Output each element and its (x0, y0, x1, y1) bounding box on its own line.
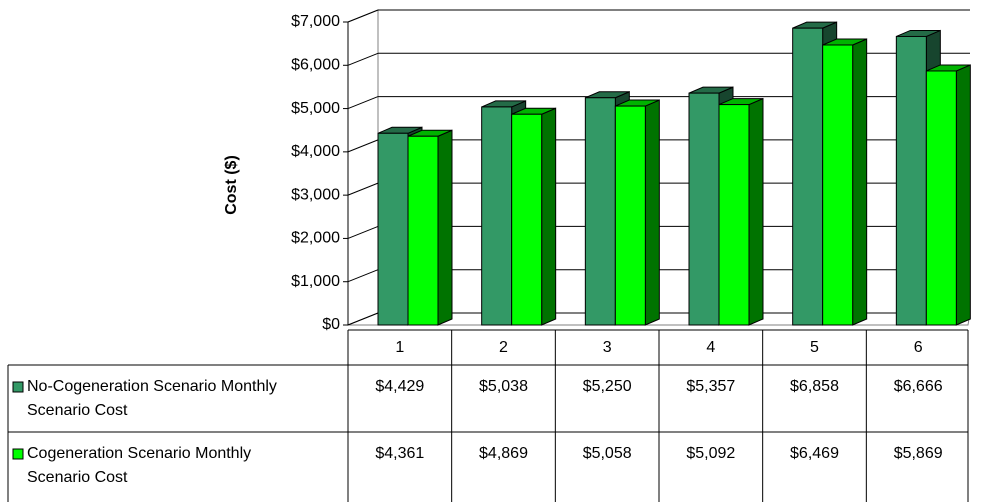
bar (688, 92, 720, 326)
y-tick-label: $0 (322, 316, 340, 333)
bar (377, 132, 409, 326)
side-wall (347, 9, 379, 326)
table-value: $4,429 (375, 378, 424, 395)
y-tick-label: $3,000 (291, 186, 340, 203)
x-tick-label: 5 (810, 339, 819, 356)
bar (407, 135, 439, 326)
x-tick-label: 2 (499, 339, 508, 356)
grid-line-side (347, 139, 379, 153)
bar-side (852, 38, 868, 326)
x-tick-label: 4 (706, 339, 715, 356)
bar (822, 44, 854, 326)
bar (895, 35, 927, 326)
x-tick-label: 6 (914, 339, 923, 356)
bar (511, 113, 543, 326)
y-axis-label: Cost ($) (223, 155, 240, 215)
table-value: $5,092 (686, 445, 735, 462)
y-tick-label: $4,000 (291, 143, 340, 160)
bar-side (748, 97, 764, 326)
legend-key (12, 381, 24, 393)
legend-label: Cogeneration Scenario Monthly Scenario C… (27, 445, 252, 486)
grid-line-side (347, 269, 379, 283)
bar (584, 97, 616, 326)
x-tick-label: 1 (395, 339, 404, 356)
table-value: $5,038 (479, 378, 528, 395)
bar-side (955, 64, 971, 326)
legend-key (12, 448, 24, 460)
bar (614, 105, 646, 326)
table-value: $5,058 (583, 445, 632, 462)
table-value: $6,469 (790, 445, 839, 462)
bar (481, 106, 513, 326)
bar (718, 104, 750, 326)
x-tick-label: 3 (603, 339, 612, 356)
grid-line-side (347, 9, 379, 23)
y-tick-label: $5,000 (291, 100, 340, 117)
table-value: $4,869 (479, 445, 528, 462)
grid-line-side (347, 225, 379, 239)
grid-line-side (347, 182, 379, 196)
grid-line-side (347, 312, 379, 326)
table-value: $5,250 (583, 378, 632, 395)
y-tick-label: $6,000 (291, 57, 340, 74)
bar (792, 27, 824, 326)
bar-side (437, 129, 453, 326)
grid-line-side (347, 52, 379, 66)
table-value: $5,357 (686, 378, 735, 395)
table-value: $6,858 (790, 378, 839, 395)
bar-side (644, 99, 660, 326)
y-tick-label: $7,000 (291, 13, 340, 30)
table-value: $5,869 (894, 445, 943, 462)
table-value: $6,666 (894, 378, 943, 395)
table-value: $4,361 (375, 445, 424, 462)
legend-label: No-Cogeneration Scenario Monthly Scenari… (27, 378, 277, 419)
y-tick-label: $1,000 (291, 273, 340, 290)
bar (925, 70, 957, 326)
bar-side (541, 107, 557, 326)
grid-line-side (347, 96, 379, 110)
y-tick-label: $2,000 (291, 230, 340, 247)
